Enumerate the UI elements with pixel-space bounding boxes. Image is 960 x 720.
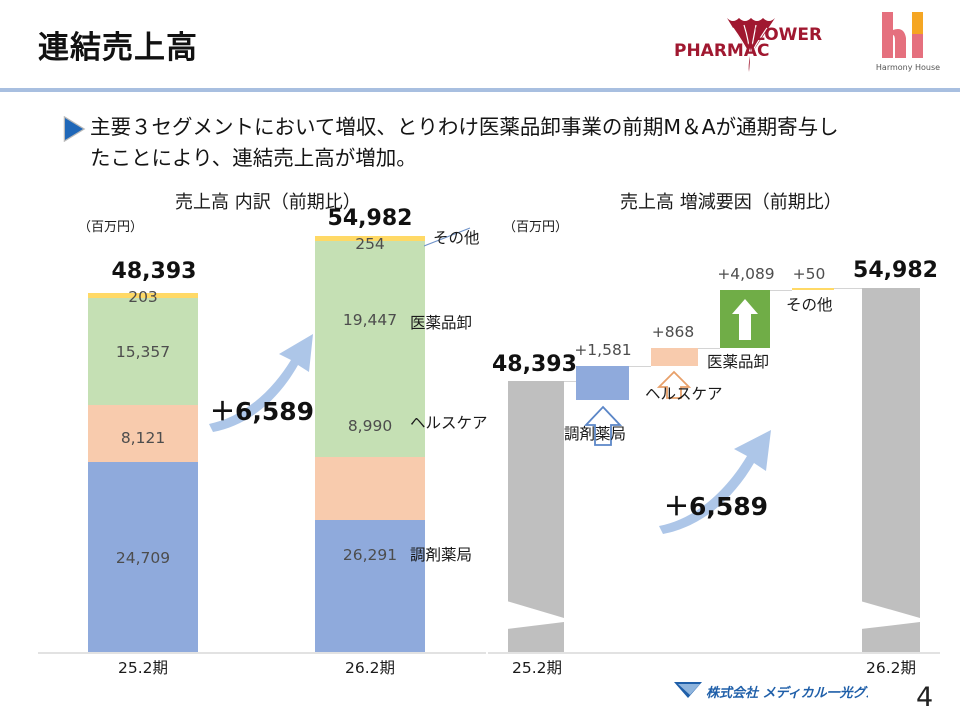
right-delta-label: ＋6,589 [663, 492, 769, 521]
right-growth-arrow-icon [659, 430, 771, 534]
right-axis-tick-1: 26.2期 [865, 659, 916, 677]
left-legend-sonota: その他 [433, 229, 480, 247]
left-delta-label: ＋6,589 [209, 397, 315, 426]
right-bar-sonota [792, 288, 834, 290]
left-bar2-seg-oroshi [315, 241, 425, 457]
bullet-text-block: 主要３セグメントにおいて増収、とりわけ医薬品卸事業の前期M＆Aが通期寄与し たこ… [90, 112, 839, 174]
harmony-house-caption: Harmony House [876, 63, 940, 72]
right-axis-tick-0: 25.2期 [511, 659, 562, 677]
pharmacy-logo-text-right: LOWER [754, 25, 822, 45]
right-value-sonota: +50 [792, 265, 826, 283]
left-axis-tick-0: 25.2期 [117, 659, 168, 677]
harmony-house-logo: Harmony House [876, 12, 940, 72]
bullet-line-2: たことにより、連結売上高が増加。 [90, 146, 417, 170]
left-bar1-value-healthcare: 8,121 [120, 429, 166, 447]
left-bar2-seg-sonota [315, 236, 425, 241]
left-bar2-value-oroshi: 19,447 [342, 311, 398, 329]
pharmacy-logo-text-left: PHARMAC [674, 41, 769, 61]
header-divider [0, 88, 960, 92]
left-bar1-seg-sonota [88, 293, 198, 298]
left-bar1-value-oroshi: 15,357 [115, 343, 171, 361]
left-bar2-seg-chouzai [315, 520, 425, 652]
left-bar1-seg-chouzai [88, 462, 198, 652]
bullet-line-1: 主要３セグメントにおいて増収、とりわけ医薬品卸事業の前期M＆Aが通期寄与し [90, 115, 839, 139]
left-bar1-value-sonota: 203 [128, 288, 158, 306]
right-final-total: 54,982 [853, 258, 938, 283]
left-bar2-total: 54,982 [327, 206, 413, 231]
right-value-healthcare: +868 [651, 323, 695, 341]
up-arrow-oroshi-icon [732, 299, 758, 340]
left-bar2-seg-healthcare [315, 457, 425, 520]
left-legend-oroshi: 医薬品卸 [410, 314, 473, 332]
page-title: 連結売上高 [38, 30, 198, 66]
left-growth-arrow-icon [209, 334, 313, 432]
left-bar1-total: 48,393 [111, 259, 197, 284]
right-connector-0 [564, 381, 578, 382]
right-label-sonota: その他 [786, 296, 833, 314]
up-arrow-healthcare-icon [657, 370, 691, 399]
triangle-right-icon [63, 116, 86, 142]
right-value-chouzai: +1,581 [574, 341, 632, 359]
left-bar2-value-sonota: 254 [355, 235, 385, 253]
left-bar1-seg-oroshi [88, 298, 198, 405]
company-logo-footer: 株式会社 メディカル一光グループ [674, 682, 868, 701]
right-connector-1 [629, 366, 651, 367]
left-bar2-value-chouzai: 26,291 [342, 546, 398, 564]
right-bar-chouzai [576, 366, 629, 400]
sonota-leader-line [424, 227, 471, 247]
up-arrow-chouzai-icon [584, 405, 622, 446]
right-value-oroshi: +4,089 [717, 265, 775, 283]
right-connector-4 [834, 288, 862, 289]
left-bar1-seg-healthcare [88, 405, 198, 462]
right-bar-final-upper [862, 288, 920, 618]
right-bar-base-upper [508, 381, 564, 618]
right-label-chouzai: 調剤薬局 [564, 425, 627, 443]
right-base-total: 48,393 [492, 352, 577, 377]
left-bar1-value-chouzai: 24,709 [115, 549, 171, 567]
page-number: 4 [916, 682, 934, 713]
left-legend-chouzai: 調剤薬局 [410, 546, 473, 564]
right-bar-base-lower [508, 622, 564, 652]
bullet-row: 主要３セグメントにおいて増収、とりわけ医薬品卸事業の前期M＆Aが通期寄与し たこ… [60, 112, 940, 174]
right-chart-title: 売上高 増減要因（前期比） [620, 192, 842, 213]
right-connector-3 [770, 290, 792, 291]
company-logo-text: 株式会社 メディカル一光グループ [706, 685, 868, 701]
left-axis-tick-1: 26.2期 [344, 659, 395, 677]
right-bar-healthcare [651, 348, 698, 366]
left-chart-unit: （百万円） [78, 220, 144, 235]
right-label-oroshi: 医薬品卸 [707, 353, 770, 371]
right-bar-final-lower [862, 622, 920, 652]
pharmacy-flower-logo: PHARMAC LOWER [674, 18, 822, 72]
right-axis-line [488, 652, 940, 654]
left-axis-line [38, 652, 486, 654]
slide-header: 連結売上高 PHARMAC LOWER Harmony House [0, 0, 960, 92]
left-bar2-value-healthcare: 8,990 [347, 417, 393, 435]
left-legend-healthcare: ヘルスケア [410, 414, 488, 432]
right-label-healthcare: ヘルスケア [645, 385, 723, 403]
left-chart-title: 売上高 内訳（前期比） [175, 192, 361, 213]
right-connector-2 [698, 348, 720, 349]
right-chart-unit: （百万円） [503, 220, 569, 235]
